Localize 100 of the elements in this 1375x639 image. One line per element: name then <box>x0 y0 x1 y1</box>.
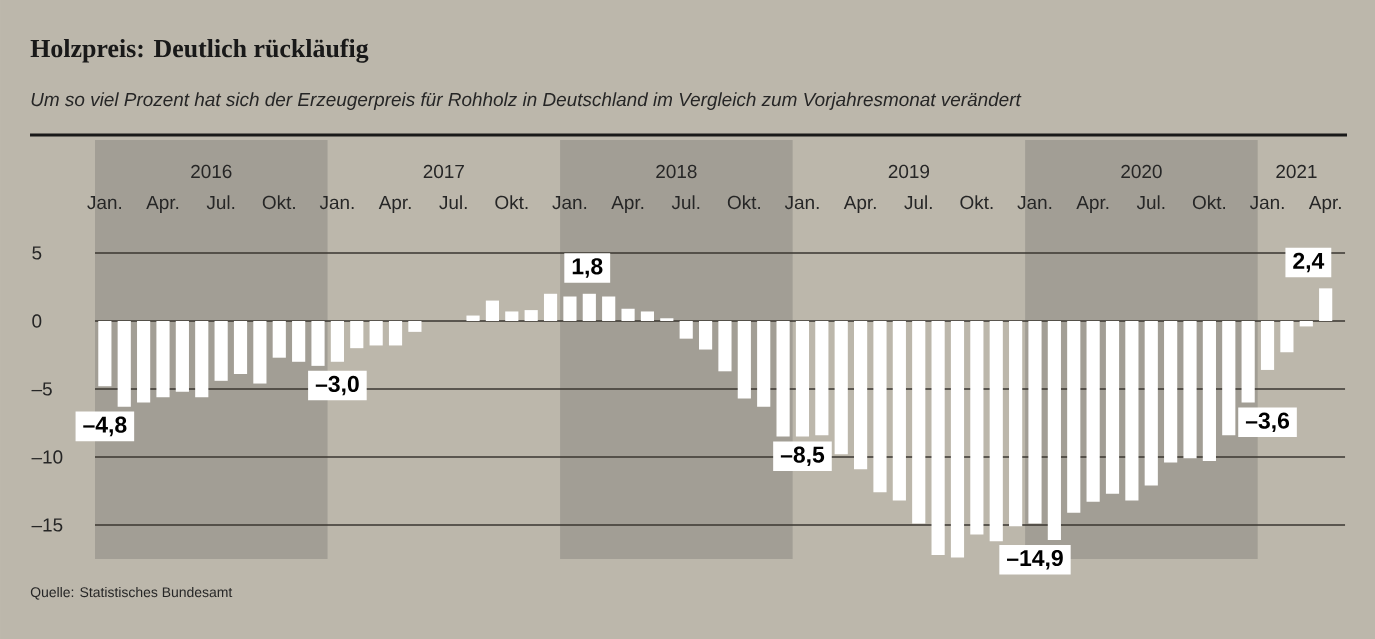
bar <box>388 320 403 346</box>
bar <box>1202 320 1216 462</box>
bar <box>679 320 693 339</box>
bar <box>873 320 887 493</box>
x-tick-label: Jan. <box>1249 195 1284 210</box>
bar <box>350 320 364 349</box>
bar <box>1222 320 1236 436</box>
bar <box>854 320 868 470</box>
bar <box>834 320 848 455</box>
x-tick-label: Okt. <box>1192 195 1226 210</box>
x-tick-label: Apr. <box>378 195 411 213</box>
x-tick-label: Jan. <box>87 195 122 210</box>
bar <box>369 320 383 346</box>
bar <box>1241 320 1255 403</box>
bar <box>195 320 209 398</box>
bar <box>156 320 170 398</box>
bar <box>524 310 538 321</box>
bar <box>311 320 325 366</box>
y-tick-label: –15 <box>31 518 63 532</box>
data-label: –3,6 <box>1245 412 1290 433</box>
x-tick-label: Jan. <box>552 195 587 210</box>
y-tick-label: –10 <box>31 450 63 464</box>
x-tick-label: Apr. <box>1076 195 1109 213</box>
bar <box>98 320 112 387</box>
data-label: 1,8 <box>572 258 603 278</box>
bar <box>1047 320 1061 540</box>
bar <box>640 311 655 321</box>
bar <box>466 315 480 321</box>
x2-tick-label: 2019 <box>888 164 930 179</box>
bar <box>698 320 713 350</box>
bar <box>757 320 771 407</box>
bar <box>214 320 228 381</box>
chart-title: Holzpreis: Deutlich rückläufig <box>30 38 369 63</box>
bar <box>1319 288 1333 321</box>
x-tick-label: Okt. <box>960 195 993 210</box>
chart-subtitle: Um so viel Prozent hat sich der Erzeugerpreis für Rohholz in Deutschland im Vergleich zum Vorjahresmonat verändert <box>31 92 1022 110</box>
bar <box>408 320 422 332</box>
source-note: Quelle: Statistisches Bundesamt <box>30 586 233 600</box>
data-label: –8,5 <box>780 446 825 467</box>
bar <box>1183 320 1197 459</box>
x2-tick-label: 2021 <box>1276 164 1317 179</box>
y-tick-label: –5 <box>31 382 52 396</box>
data-label: –14,9 <box>1007 549 1063 570</box>
bar <box>233 320 248 375</box>
bar <box>737 320 751 399</box>
bar <box>1125 320 1139 501</box>
x2-tick-label: 2017 <box>423 164 464 179</box>
x-tick-label: Okt. <box>495 195 528 210</box>
bar <box>795 320 810 437</box>
x2-tick-label: 2018 <box>656 164 697 179</box>
bar <box>776 320 790 437</box>
bar <box>137 320 151 403</box>
bar <box>660 318 674 321</box>
x-tick-label: Jul. <box>671 195 700 210</box>
bar <box>117 320 131 407</box>
bar <box>912 320 926 524</box>
bar <box>1164 320 1178 463</box>
bar <box>1086 320 1100 502</box>
x-tick-label: Jan. <box>1017 195 1052 210</box>
bar <box>582 293 596 321</box>
bar <box>950 320 965 558</box>
data-label: –4,8 <box>83 416 127 437</box>
bar <box>1105 320 1120 494</box>
bar <box>1260 320 1275 370</box>
bar <box>272 320 286 358</box>
y-tick-label: 0 <box>32 314 42 328</box>
x2-tick-label: 2016 <box>191 164 232 179</box>
bar <box>892 320 906 501</box>
bar <box>1144 320 1158 486</box>
x-tick-label: Jan. <box>319 195 354 210</box>
bar <box>175 320 189 392</box>
bar <box>505 311 519 321</box>
x-tick-label: Apr. <box>611 195 644 213</box>
bar <box>989 320 1003 542</box>
x-tick-label: Jul. <box>206 195 235 210</box>
data-label: –3,0 <box>315 375 359 396</box>
x-tick-label: Jul. <box>439 195 467 210</box>
x-tick-label: Apr. <box>1308 195 1341 213</box>
bar <box>563 296 577 321</box>
bar <box>485 300 500 321</box>
bar <box>1009 320 1023 527</box>
bar <box>1280 320 1294 353</box>
bar <box>815 320 829 436</box>
bar <box>718 320 732 372</box>
bar <box>931 320 945 555</box>
bar <box>543 293 558 321</box>
data-label: 2,4 <box>1293 252 1325 273</box>
bar <box>621 308 635 321</box>
y-tick-label: 5 <box>32 246 42 260</box>
bar <box>970 320 984 535</box>
bar <box>1028 320 1042 524</box>
bar <box>292 320 306 362</box>
x-tick-label: Okt. <box>727 195 760 210</box>
bar <box>330 320 344 362</box>
bar <box>253 320 267 384</box>
x-tick-label: Jul. <box>904 195 932 210</box>
x-tick-label: Jan. <box>784 195 819 210</box>
x-tick-label: Apr. <box>146 195 179 213</box>
x2-tick-label: 2020 <box>1121 164 1162 179</box>
bar <box>1299 320 1313 327</box>
